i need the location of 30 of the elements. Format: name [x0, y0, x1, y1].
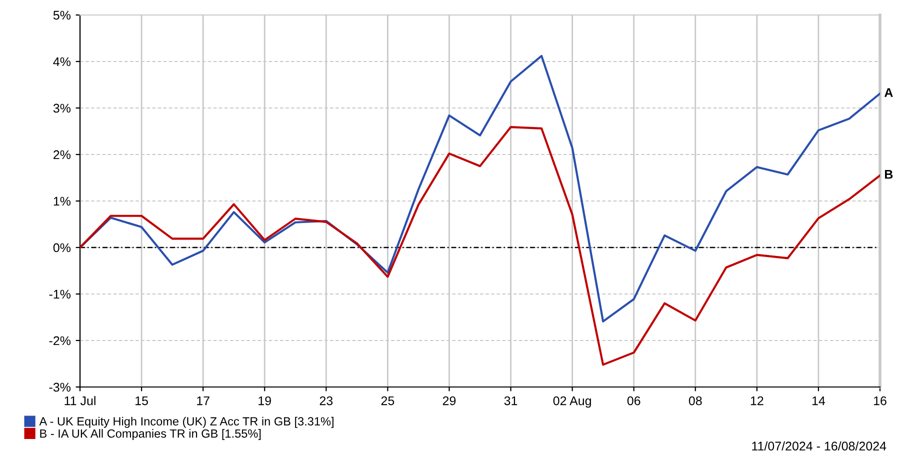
text: 11/07/2024 - 16/08/2024 — [752, 441, 886, 451]
y-tick-label: 0% — [53, 243, 71, 252]
x-tick-label: 15 — [136, 396, 148, 406]
x-tick-label: 16 — [874, 396, 886, 406]
y-tick-label: 2% — [54, 150, 71, 160]
x-tick-label: 11 Jul — [64, 396, 96, 406]
y-tick-label: 4% — [53, 57, 71, 66]
annotation: B — [885, 170, 893, 179]
y-tick-label: 3% — [53, 104, 71, 113]
annotation: A — [884, 88, 893, 97]
y-tick-label: -2% — [49, 336, 71, 346]
x-tick-label: 31 — [504, 396, 518, 406]
x-tick-label: 02 Aug — [553, 396, 591, 408]
x-tick-label: 17 — [197, 396, 210, 406]
x-tick-label: 23 — [320, 396, 333, 406]
x-tick-label: 12 — [750, 396, 764, 406]
y-tick-label: 1% — [54, 196, 71, 206]
x-tick-label: 14 — [812, 396, 826, 406]
x-tick-label: 06 — [627, 396, 640, 406]
line-series — [80, 126, 880, 366]
x-tick-label: 19 — [258, 396, 271, 406]
y-tick-label: -3% — [49, 382, 71, 392]
y-tick-label: 5% — [53, 10, 71, 20]
legend-label: A - UK Equity High Income (UK) Z Acc TR in GB [3.31%] — [39, 416, 334, 428]
line-series — [80, 54, 880, 322]
x-tick-label: 08 — [688, 396, 702, 406]
x-tick-label: 25 — [381, 396, 394, 406]
x-tick-label: 29 — [442, 396, 456, 406]
legend-label: B - IA UK All Companies TR in GB [1.55%] — [40, 429, 261, 440]
y-tick-label: -1% — [49, 290, 71, 299]
